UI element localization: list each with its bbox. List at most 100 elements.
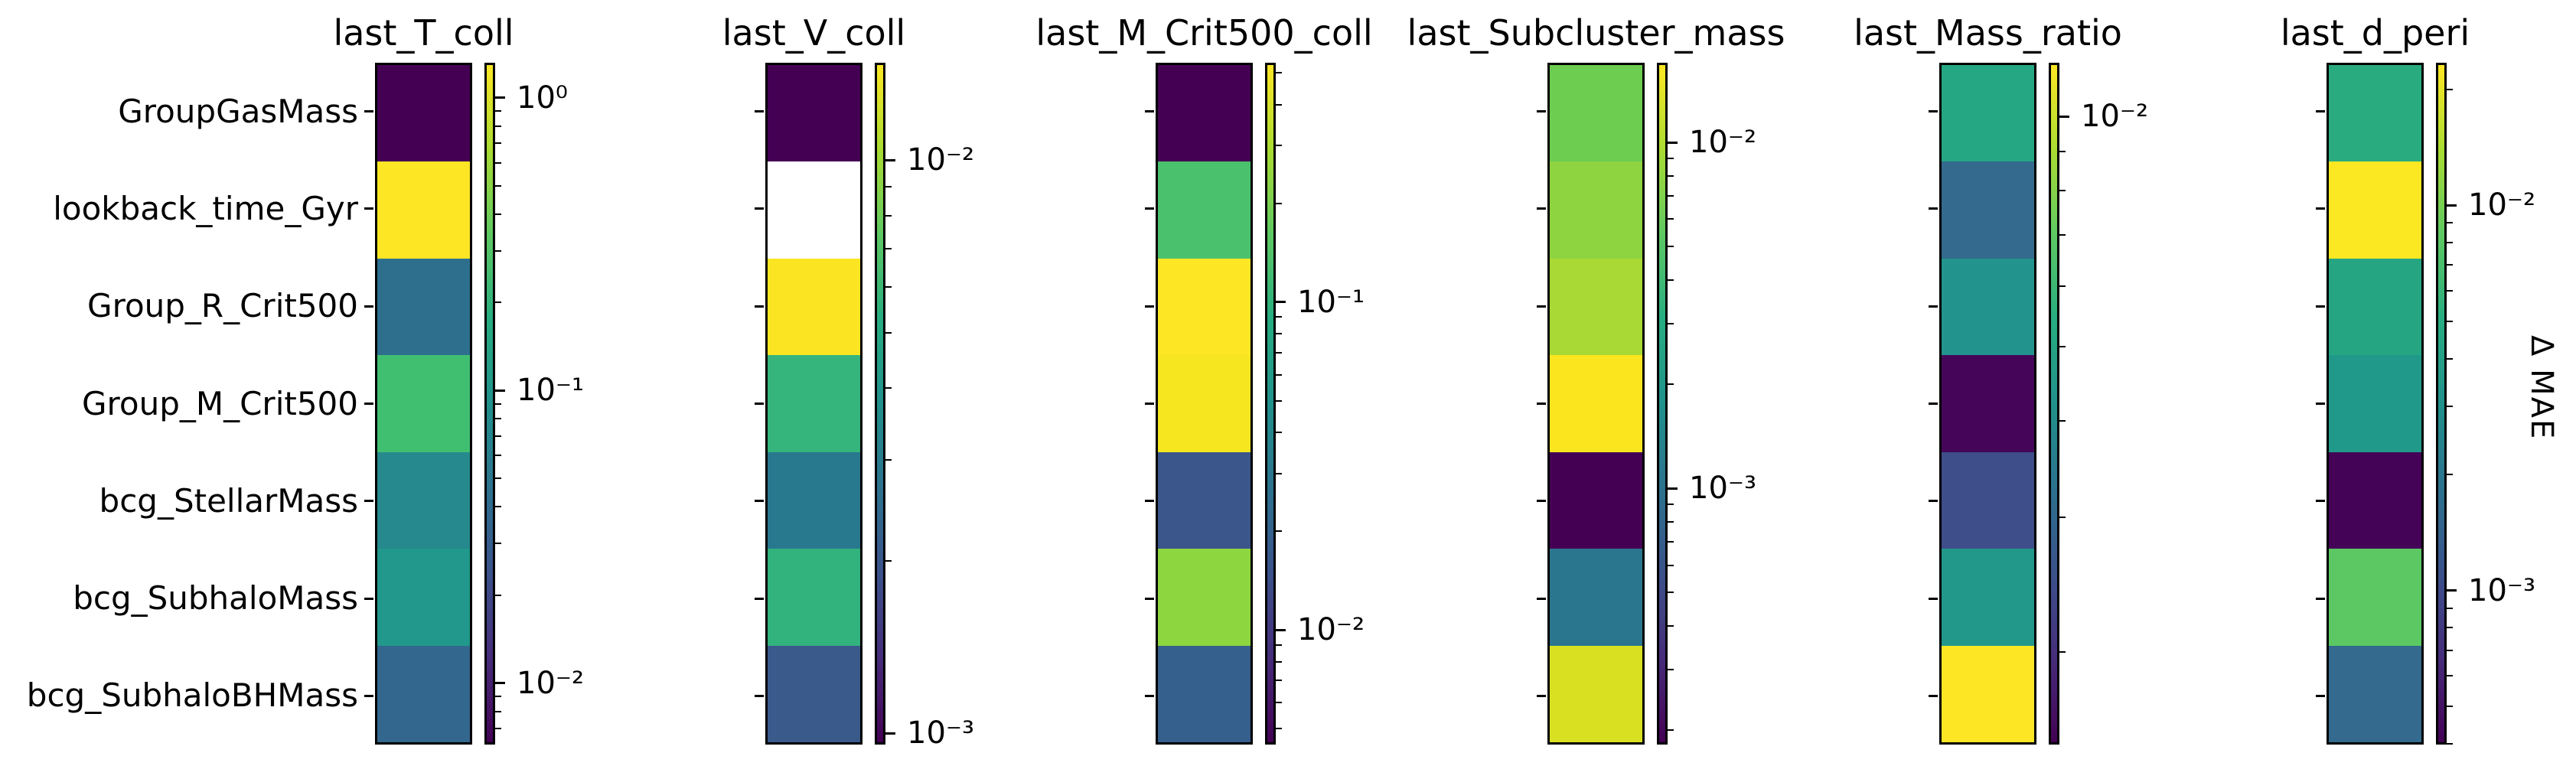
colorbar-minor-tick bbox=[1668, 729, 1674, 732]
colorbar-minor-tick bbox=[1668, 592, 1674, 594]
heatmap-cell bbox=[2329, 451, 2421, 549]
y-axis-tick bbox=[755, 305, 764, 308]
row-label: bcg_StellarMass bbox=[99, 481, 358, 520]
y-axis-tick bbox=[364, 403, 373, 405]
y-axis-tick bbox=[755, 694, 764, 697]
colorbar-minor-tick bbox=[1668, 668, 1674, 670]
heatmap-cell bbox=[1550, 258, 1642, 356]
y-axis-tick bbox=[1145, 597, 1154, 600]
y-axis-tick bbox=[1929, 694, 1938, 697]
colorbar-minor-tick bbox=[1668, 157, 1674, 159]
heatmap-cell bbox=[377, 258, 470, 356]
colorbar-minor-tick bbox=[2447, 320, 2453, 322]
colorbar-minor-tick bbox=[1276, 644, 1282, 646]
y-axis-tick bbox=[1929, 207, 1938, 210]
colorbar-minor-tick bbox=[1668, 383, 1674, 386]
y-axis-tick bbox=[2316, 597, 2325, 600]
colorbar-major-tick bbox=[1276, 301, 1286, 304]
colorbar-minor-tick bbox=[495, 301, 501, 304]
row-label: lookback_time_Gyr bbox=[53, 189, 358, 227]
heatmap bbox=[1156, 63, 1253, 745]
y-axis-tick bbox=[755, 500, 764, 503]
colorbar-minor-tick bbox=[2447, 88, 2453, 90]
colorbar bbox=[875, 63, 885, 745]
heatmap-cell bbox=[2329, 355, 2421, 452]
y-axis-tick bbox=[1145, 694, 1154, 697]
colorbar-minor-tick bbox=[1668, 504, 1674, 505]
y-axis-tick bbox=[1537, 694, 1546, 697]
colorbar-minor-tick bbox=[495, 478, 501, 480]
colorbar-major-tick bbox=[495, 389, 505, 392]
heatmap-cell bbox=[768, 258, 860, 356]
heatmap-cell bbox=[1942, 355, 2034, 452]
y-axis-tick bbox=[364, 305, 373, 308]
colorbar-tick-label: 10⁻¹ bbox=[1297, 284, 1365, 320]
colorbar-major-tick bbox=[2447, 204, 2457, 207]
colorbar-minor-tick bbox=[495, 727, 501, 729]
heatmap-cell bbox=[1942, 451, 2034, 549]
colorbar-minor-tick bbox=[1276, 316, 1282, 318]
colorbar-minor-tick bbox=[885, 248, 892, 250]
y-axis-tick bbox=[2316, 305, 2325, 308]
heatmap-cell bbox=[1158, 645, 1251, 742]
heatmap bbox=[765, 63, 862, 745]
colorbar-minor-tick bbox=[495, 403, 501, 405]
colorbar-tick-label: 10⁻² bbox=[517, 665, 585, 701]
heatmap-cell bbox=[377, 65, 470, 162]
y-axis-tick bbox=[1929, 110, 1938, 113]
colorbar-minor-tick bbox=[495, 506, 501, 508]
colorbar-minor-tick bbox=[1276, 472, 1282, 474]
heatmap-cell bbox=[1942, 161, 2034, 259]
heatmap-cell bbox=[2329, 549, 2421, 646]
colorbar-minor-tick bbox=[1276, 202, 1282, 204]
colorbar-minor-tick bbox=[1276, 728, 1282, 730]
panel-title: last_Mass_ratio bbox=[1854, 12, 2122, 54]
colorbar-major-tick bbox=[1276, 628, 1286, 631]
colorbar-major-tick bbox=[1668, 487, 1678, 490]
colorbar-minor-tick bbox=[885, 331, 892, 334]
colorbar-minor-tick bbox=[2447, 607, 2453, 609]
y-axis-tick bbox=[1929, 305, 1938, 308]
heatmap bbox=[375, 63, 472, 745]
heatmap-cell bbox=[1158, 355, 1251, 452]
heatmap-cell bbox=[1158, 549, 1251, 646]
colorbar-minor-tick bbox=[495, 125, 501, 127]
colorbar-minor-tick bbox=[1276, 72, 1282, 74]
colorbar-tick-label: 10⁻² bbox=[1689, 125, 1757, 161]
colorbar-minor-tick bbox=[1276, 702, 1282, 704]
colorbar-minor-tick bbox=[495, 161, 501, 164]
colorbar-tick-label: 10⁻² bbox=[1297, 612, 1365, 648]
y-axis-tick bbox=[755, 597, 764, 600]
row-label: bcg_SubhaloBHMass bbox=[26, 676, 358, 715]
y-axis-tick bbox=[2316, 207, 2325, 210]
colorbar-minor-tick bbox=[885, 185, 892, 187]
y-axis-tick bbox=[364, 694, 373, 697]
colorbar-minor-tick bbox=[2059, 346, 2066, 348]
colorbar-minor-tick bbox=[1668, 174, 1674, 177]
colorbar-minor-tick bbox=[495, 185, 501, 187]
panel-title: last_V_coll bbox=[722, 12, 906, 54]
y-axis-tick bbox=[364, 110, 373, 113]
colorbar-minor-tick bbox=[2447, 357, 2453, 360]
row-label: GroupGasMass bbox=[118, 92, 358, 130]
y-axis-tick bbox=[1145, 403, 1154, 405]
panel-title: last_M_Crit500_coll bbox=[1035, 12, 1373, 54]
row-label: bcg_SubhaloMass bbox=[73, 579, 358, 618]
colorbar-minor-tick bbox=[495, 455, 501, 457]
y-axis-tick bbox=[1537, 110, 1546, 113]
colorbar-major-tick bbox=[2447, 589, 2457, 592]
heatmap-cell bbox=[1942, 258, 2034, 356]
heatmap-cell bbox=[768, 645, 860, 742]
y-axis-tick bbox=[1145, 110, 1154, 113]
heatmap-cell bbox=[1942, 645, 2034, 742]
colorbar-tick-label: 10⁻¹ bbox=[517, 373, 585, 409]
colorbar bbox=[2049, 63, 2059, 745]
colorbar-minor-tick bbox=[1276, 660, 1282, 663]
colorbar-minor-tick bbox=[885, 559, 892, 562]
colorbar bbox=[1265, 63, 1276, 745]
heatmap-cell bbox=[1550, 549, 1642, 646]
colorbar-minor-tick bbox=[2059, 650, 2066, 653]
colorbar-minor-tick bbox=[885, 214, 892, 217]
panel-title: last_Subcluster_mass bbox=[1407, 12, 1785, 54]
colorbar-minor-tick bbox=[2059, 285, 2066, 288]
